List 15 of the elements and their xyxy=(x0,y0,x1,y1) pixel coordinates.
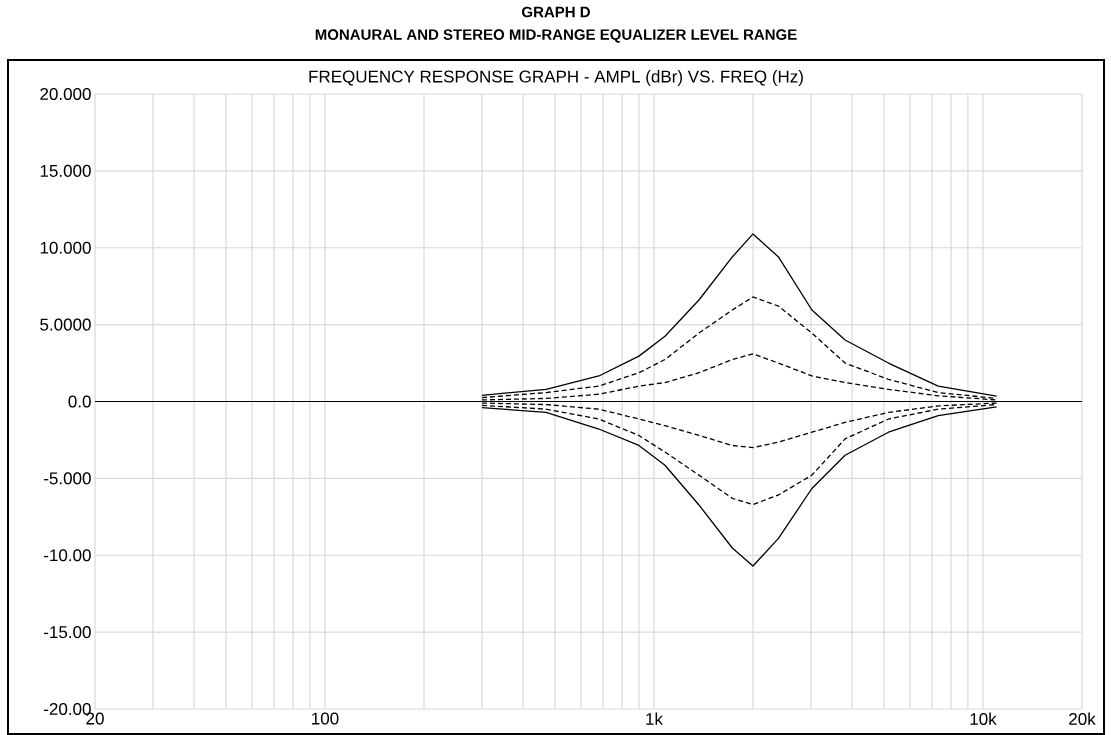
y-tick-label: -5.000 xyxy=(44,472,91,485)
y-tick-label: -15.00 xyxy=(44,626,91,639)
x-tick-label: 1k xyxy=(646,712,663,725)
x-tick-label: 100 xyxy=(312,712,339,725)
chart-subtitle: MONAURAL AND STEREO MID-RANGE EQUALIZER LEVEL RANGE xyxy=(315,29,797,43)
chart-title: GRAPH D xyxy=(522,6,590,18)
y-tick-label: 10.000 xyxy=(40,241,91,254)
y-tick-label: 0.0 xyxy=(68,395,91,408)
text: FREQUENCY RESPONSE GRAPH - AMPL (dBr) VS. FREQ (Hz) xyxy=(309,70,803,86)
x-tick-label: 10k xyxy=(970,712,997,726)
y-tick-label: -10.00 xyxy=(44,549,91,562)
y-tick-label: 15.000 xyxy=(40,164,91,177)
y-tick-label: 5.0000 xyxy=(40,318,91,331)
y-tick-label: 20.000 xyxy=(40,87,91,101)
x-tick-label: 20k xyxy=(1069,712,1096,726)
